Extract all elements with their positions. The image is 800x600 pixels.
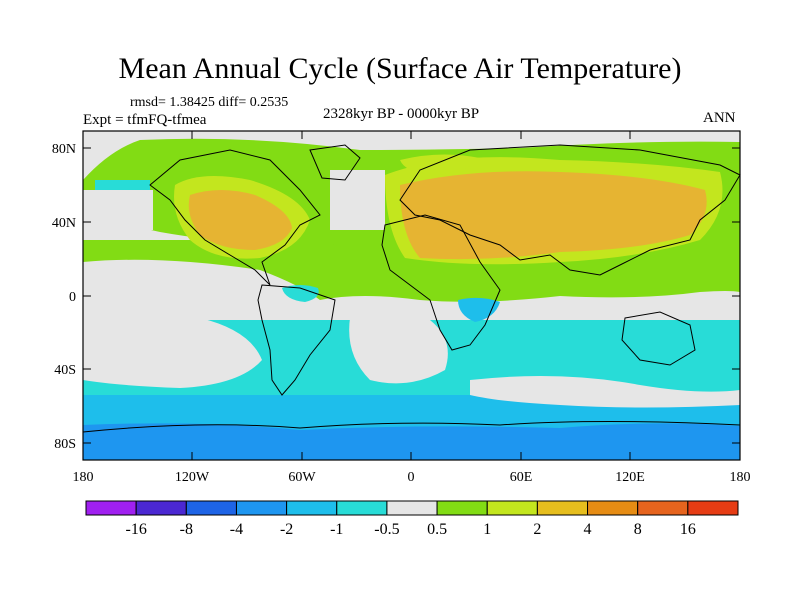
colorbar-label: -8 xyxy=(180,521,193,538)
arctic-cool-patch xyxy=(95,180,150,190)
lon-label-120w: 120W xyxy=(175,470,210,485)
north-america-warm-core xyxy=(188,190,292,250)
antarctic-cold-region xyxy=(83,423,740,460)
lat-label-0: 0 xyxy=(69,290,76,305)
colorbar-labels: -16 -8 -4 -2 -1 -0.5 0.5 1 2 4 8 16 xyxy=(125,521,695,538)
colorbar-box xyxy=(587,500,639,516)
indian-ocean-neutral-patch xyxy=(470,376,740,408)
colorbar-label: -0.5 xyxy=(374,521,399,538)
colorbar-box xyxy=(336,500,388,516)
lon-label-60e: 60E xyxy=(510,470,533,485)
colorbar-label: -2 xyxy=(280,521,293,538)
lat-label-40n: 40N xyxy=(52,216,76,231)
colorbar-label: 2 xyxy=(533,521,541,538)
colorbar-label: 0.5 xyxy=(427,521,447,538)
north-america-coast xyxy=(149,149,321,286)
lon-label-120e: 120E xyxy=(615,470,645,485)
colorbar-box xyxy=(637,500,689,516)
south-pacific-neutral-patch xyxy=(83,311,262,388)
experiment-label: Expt = tfmFQ-tfmea xyxy=(83,112,207,128)
lat-axis: 80N 40N 0 40S 80S xyxy=(52,142,740,452)
colorbar-label: 1 xyxy=(483,521,491,538)
colorbar-label: -1 xyxy=(330,521,343,538)
south-atlantic-neutral-patch xyxy=(349,314,448,384)
lat-label-80s: 80S xyxy=(54,437,76,452)
lon-label-60w: 60W xyxy=(288,470,316,485)
colorbar-box xyxy=(687,500,739,516)
south-america-coast xyxy=(257,284,336,396)
lon-label-0: 0 xyxy=(408,470,415,485)
greenland-coast xyxy=(309,144,361,181)
north-atlantic-neutral xyxy=(330,170,385,230)
east-africa-cool-patch xyxy=(458,297,500,322)
colorbar-label: 16 xyxy=(680,521,696,538)
australia-coast xyxy=(621,311,696,366)
lon-label-180e: 180 xyxy=(730,470,751,485)
colorbar-label: -16 xyxy=(125,521,146,538)
colorbar-label: 8 xyxy=(634,521,642,538)
north-pacific-neutral xyxy=(83,190,153,230)
colorbar-boxes xyxy=(85,500,739,516)
colorbar-box xyxy=(235,500,288,516)
period-label: 2328kyr BP - 0000kyr BP xyxy=(323,106,480,122)
amazon-cool-patch xyxy=(282,285,319,302)
colorbar-box xyxy=(135,500,187,516)
chart-title: Mean Annual Cycle (Surface Air Temperatu… xyxy=(118,52,682,85)
colorbar-box xyxy=(436,500,488,516)
colorbar-box xyxy=(185,500,237,516)
stats-label: rmsd= 1.38425 diff= 0.2535 xyxy=(130,95,289,110)
colorbar-box xyxy=(486,500,538,516)
colorbar-box xyxy=(85,500,137,516)
colorbar-box xyxy=(286,500,338,516)
season-label: ANN xyxy=(703,110,736,126)
eurasia-coast xyxy=(399,144,741,276)
lat-label-80n: 80N xyxy=(52,142,76,157)
colorbar-label: 4 xyxy=(584,521,592,538)
lon-axis: 180 120W 60W 0 60E 120E 180 xyxy=(73,131,751,485)
lon-label-180w: 180 xyxy=(73,470,94,485)
colorbar-box xyxy=(386,500,438,516)
colorbar-label: -4 xyxy=(230,521,243,538)
antarctica-coast xyxy=(82,421,741,433)
lat-label-40s: 40S xyxy=(54,363,76,378)
colorbar-box xyxy=(536,500,589,516)
coastlines xyxy=(82,144,741,433)
